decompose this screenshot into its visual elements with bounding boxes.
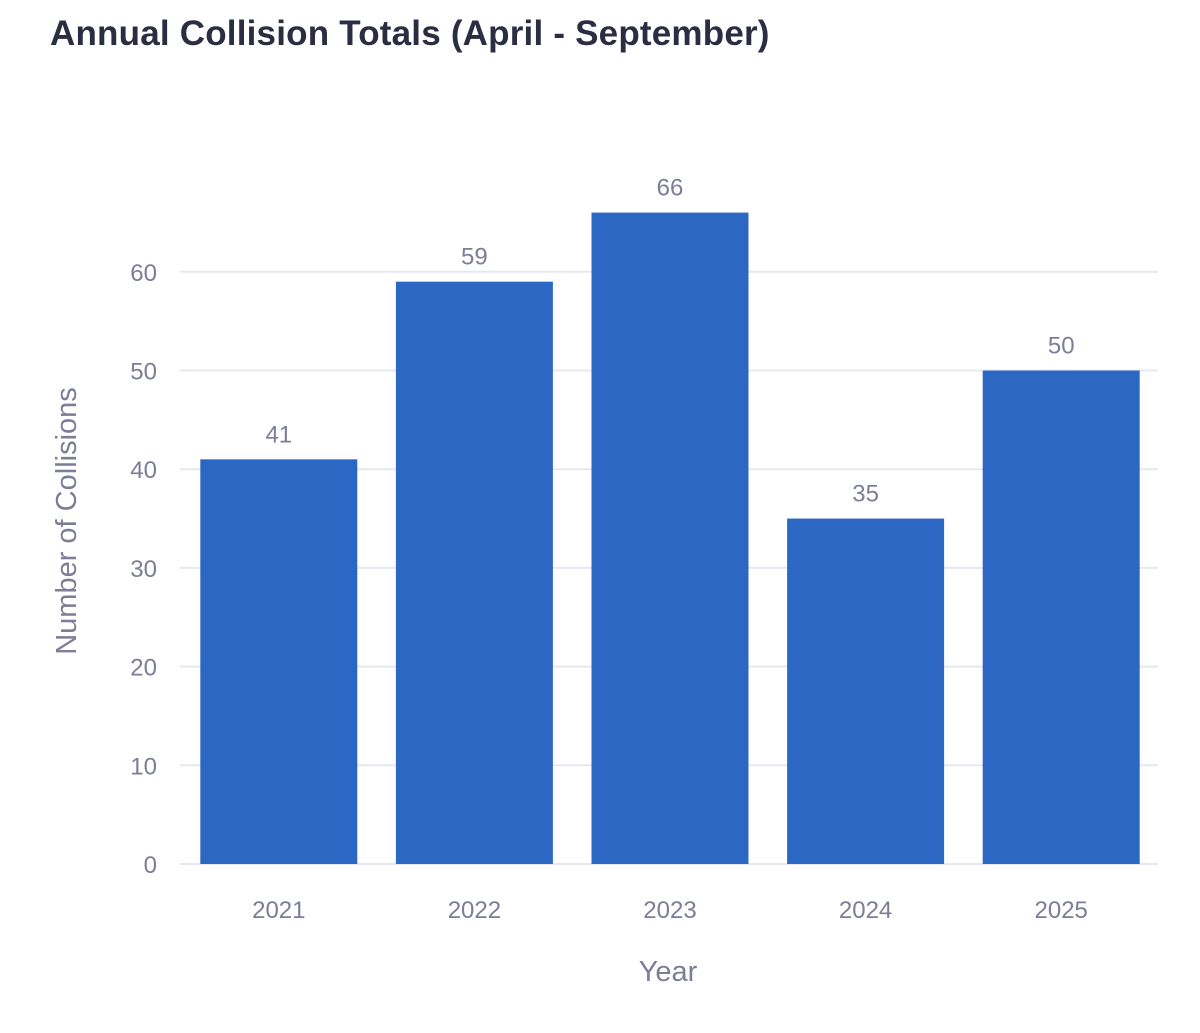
data-label: 66 <box>657 175 684 202</box>
y-tick-label: 30 <box>130 556 157 583</box>
x-tick-label: 2022 <box>448 897 501 924</box>
y-tick-label: 10 <box>130 753 157 780</box>
chart-title: Annual Collision Totals (April - Septemb… <box>50 14 770 53</box>
data-label: 50 <box>1048 333 1075 360</box>
y-tick-label: 0 <box>144 852 157 879</box>
bar-layer <box>200 212 1140 865</box>
label-layer: 0 10 20 30 40 50 60 41 2021 59 2022 66 2023 35 2024 50 2… <box>130 175 1088 924</box>
x-tick-label: 2025 <box>1035 897 1088 924</box>
y-tick-label: 40 <box>130 457 157 484</box>
x-axis-title: Year <box>639 956 698 988</box>
y-tick-label: 50 <box>130 359 157 386</box>
y-tick-label: 60 <box>130 260 157 287</box>
bar-2025[interactable] <box>982 370 1140 865</box>
data-label: 59 <box>461 244 488 271</box>
y-axis-title: Number of Collisions <box>51 387 83 655</box>
data-label: 35 <box>852 481 879 508</box>
x-tick-label: 2024 <box>839 897 892 924</box>
data-label: 41 <box>265 421 292 448</box>
bar-2021[interactable] <box>200 459 358 864</box>
bar-2024[interactable] <box>787 518 945 864</box>
y-tick-label: 20 <box>130 655 157 682</box>
bar-2023[interactable] <box>591 212 749 864</box>
bar-2022[interactable] <box>395 281 553 864</box>
x-tick-label: 2021 <box>252 897 305 924</box>
x-tick-label: 2023 <box>643 897 696 924</box>
